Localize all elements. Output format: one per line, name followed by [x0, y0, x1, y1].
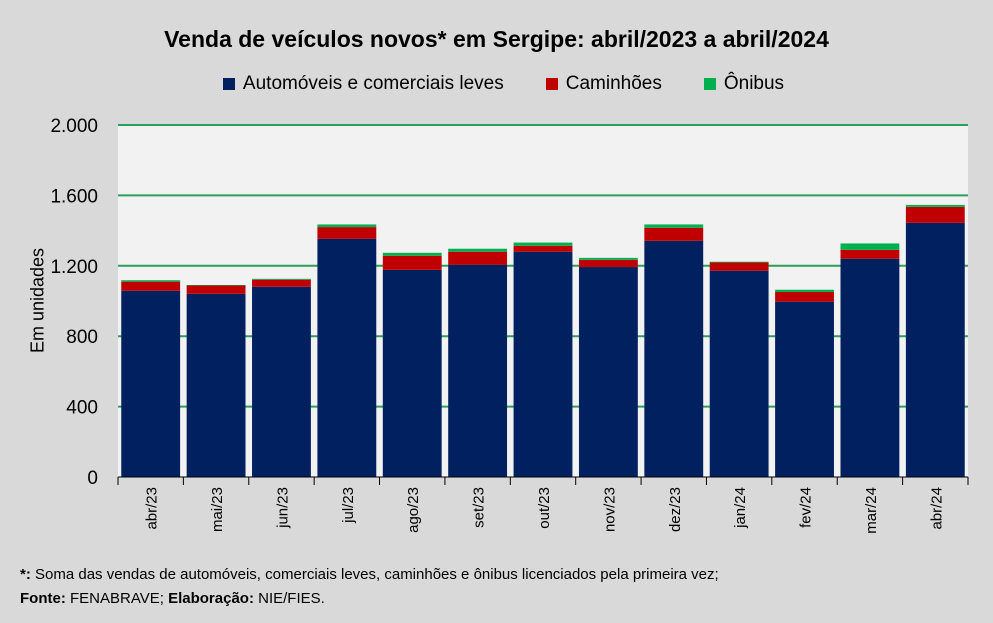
- bar-segment: [644, 240, 704, 477]
- bar-segment: [186, 284, 246, 286]
- y-tick-label: 800: [66, 327, 98, 348]
- footnote-text: Soma das vendas de automóveis, comerciai…: [30, 566, 719, 583]
- y-tick-label: 2.000: [50, 116, 98, 137]
- footnote-marker: *:: [20, 566, 31, 583]
- y-tick-label: 0: [87, 468, 98, 489]
- legend-item: Automóveis e comerciais leves: [222, 73, 504, 95]
- x-tick-label: fev/24: [798, 487, 815, 528]
- source-label: Fonte:: [20, 590, 66, 607]
- bar-segment: [317, 238, 377, 477]
- bar-segment: [121, 280, 181, 282]
- x-tick-label: set/23: [471, 487, 488, 528]
- bar-segment: [186, 293, 246, 477]
- bar-segment: [578, 267, 638, 477]
- bar-segment: [448, 264, 508, 477]
- bar-segment: [644, 224, 704, 228]
- legend-item: Ônibus: [703, 73, 785, 95]
- legend-label: Ônibus: [723, 73, 785, 94]
- bar-segment: [840, 249, 900, 259]
- bar-segment: [905, 206, 965, 223]
- bar-segment: [317, 224, 377, 228]
- x-tick-label: mai/23: [209, 487, 226, 532]
- legend-swatch: [545, 78, 558, 90]
- bar-segment: [578, 257, 638, 260]
- elaboration-text: NIE/FIES.: [253, 590, 325, 607]
- bar-segment: [775, 292, 834, 302]
- y-tick-label: 1.200: [50, 257, 98, 278]
- bar-segment: [905, 204, 965, 207]
- x-tick-label: jul/23: [340, 487, 357, 524]
- bar-segment: [513, 245, 573, 252]
- bar-segment: [382, 255, 442, 270]
- bar-segment: [252, 279, 311, 287]
- bar-segment: [317, 227, 377, 239]
- x-tick-label: abr/24: [928, 487, 945, 530]
- x-tick-label: dez/23: [667, 487, 684, 532]
- bar-segment: [252, 278, 311, 280]
- bar-segment: [644, 227, 704, 241]
- bar-segment: [709, 270, 769, 477]
- source-text: FENABRAVE;: [65, 590, 169, 607]
- x-tick-label: ago/23: [405, 487, 422, 533]
- bar-segment: [775, 289, 834, 293]
- bar-segment: [840, 258, 900, 477]
- x-tick-label: jun/23: [274, 487, 291, 529]
- legend-item: Caminhões: [545, 73, 662, 95]
- x-tick-label: abr/23: [144, 487, 161, 530]
- footnote: *: Soma das vendas de automóveis, comerc…: [20, 563, 719, 611]
- bar-segment: [121, 290, 181, 477]
- x-tick-label: out/23: [536, 487, 553, 529]
- bar-segment: [382, 269, 442, 477]
- bar-segment: [709, 261, 769, 263]
- legend: Automóveis e comerciais leves Caminhões …: [0, 73, 993, 95]
- x-tick-label: jan/24: [732, 487, 749, 529]
- bar-segment: [840, 243, 900, 250]
- bar-segment: [448, 248, 508, 252]
- bar-segment: [121, 281, 181, 291]
- bar-segment: [513, 251, 573, 477]
- legend-swatch: [703, 78, 716, 90]
- bar-segment: [382, 252, 442, 256]
- y-tick-label: 1.600: [50, 186, 98, 207]
- bar-segment: [578, 259, 638, 268]
- legend-label: Automóveis e comerciais leves: [242, 73, 504, 94]
- bar-segment: [905, 222, 965, 477]
- legend-swatch: [222, 78, 235, 90]
- bar-segment: [252, 286, 311, 477]
- x-tick-label: mar/24: [863, 487, 880, 534]
- bar-segment: [709, 262, 769, 271]
- y-tick-label: 400: [66, 398, 98, 419]
- x-tick-label: nov/23: [601, 487, 618, 532]
- elaboration-label: Elaboração:: [168, 590, 254, 607]
- bar-segment: [775, 301, 834, 477]
- chart-title: Venda de veículos novos* em Sergipe: abr…: [164, 26, 829, 52]
- legend-label: Caminhões: [565, 73, 662, 94]
- bar-segment: [448, 251, 508, 265]
- bar-segment: [186, 285, 246, 294]
- bar-segment: [513, 242, 573, 246]
